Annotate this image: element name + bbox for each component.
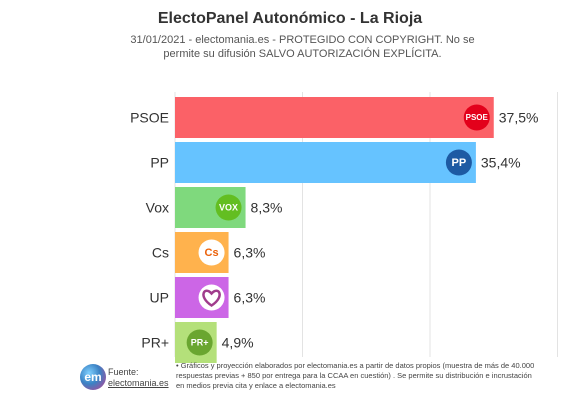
category-label: PR+ — [141, 335, 169, 351]
prplus-logo-icon — [186, 329, 213, 356]
source-label: Fuente: — [108, 367, 139, 377]
logo-label: Cs — [205, 247, 219, 259]
value-label: 6,3% — [234, 290, 266, 306]
category-label: UP — [150, 290, 169, 306]
bar — [175, 142, 476, 183]
value-label: 35,4% — [481, 155, 521, 171]
psoe-logo-icon — [463, 104, 490, 131]
value-label: 4,9% — [222, 335, 254, 351]
heart-shape — [202, 289, 221, 307]
category-label: PSOE — [130, 110, 169, 126]
logo-label: PSOE — [466, 113, 489, 122]
cs-logo-icon — [198, 239, 225, 266]
source-link[interactable]: electomania.es — [108, 378, 169, 388]
logo-label: PP — [452, 157, 467, 169]
value-label: 37,5% — [499, 110, 539, 126]
chart-subtitle: 31/01/2021 - electomania.es - PROTEGIDO … — [130, 34, 475, 60]
footer-note: • Gráficos y proyección elaborados por e… — [176, 361, 535, 390]
electomania-logo-icon: em — [80, 364, 106, 390]
logo-label: VOX — [219, 203, 238, 213]
value-label: 8,3% — [251, 200, 283, 216]
category-label: PP — [150, 155, 169, 171]
chart-title: ElectoPanel Autonómico - La Rioja — [157, 10, 423, 27]
bar — [175, 97, 494, 138]
value-label: 6,3% — [234, 245, 266, 261]
category-label: Cs — [152, 245, 169, 261]
category-label: Vox — [146, 200, 169, 216]
logo-label: PR+ — [191, 338, 209, 348]
pp-logo-icon — [445, 149, 472, 176]
vox-logo-icon — [215, 194, 242, 221]
footer-source: Fuente: electomania.es — [108, 367, 169, 389]
